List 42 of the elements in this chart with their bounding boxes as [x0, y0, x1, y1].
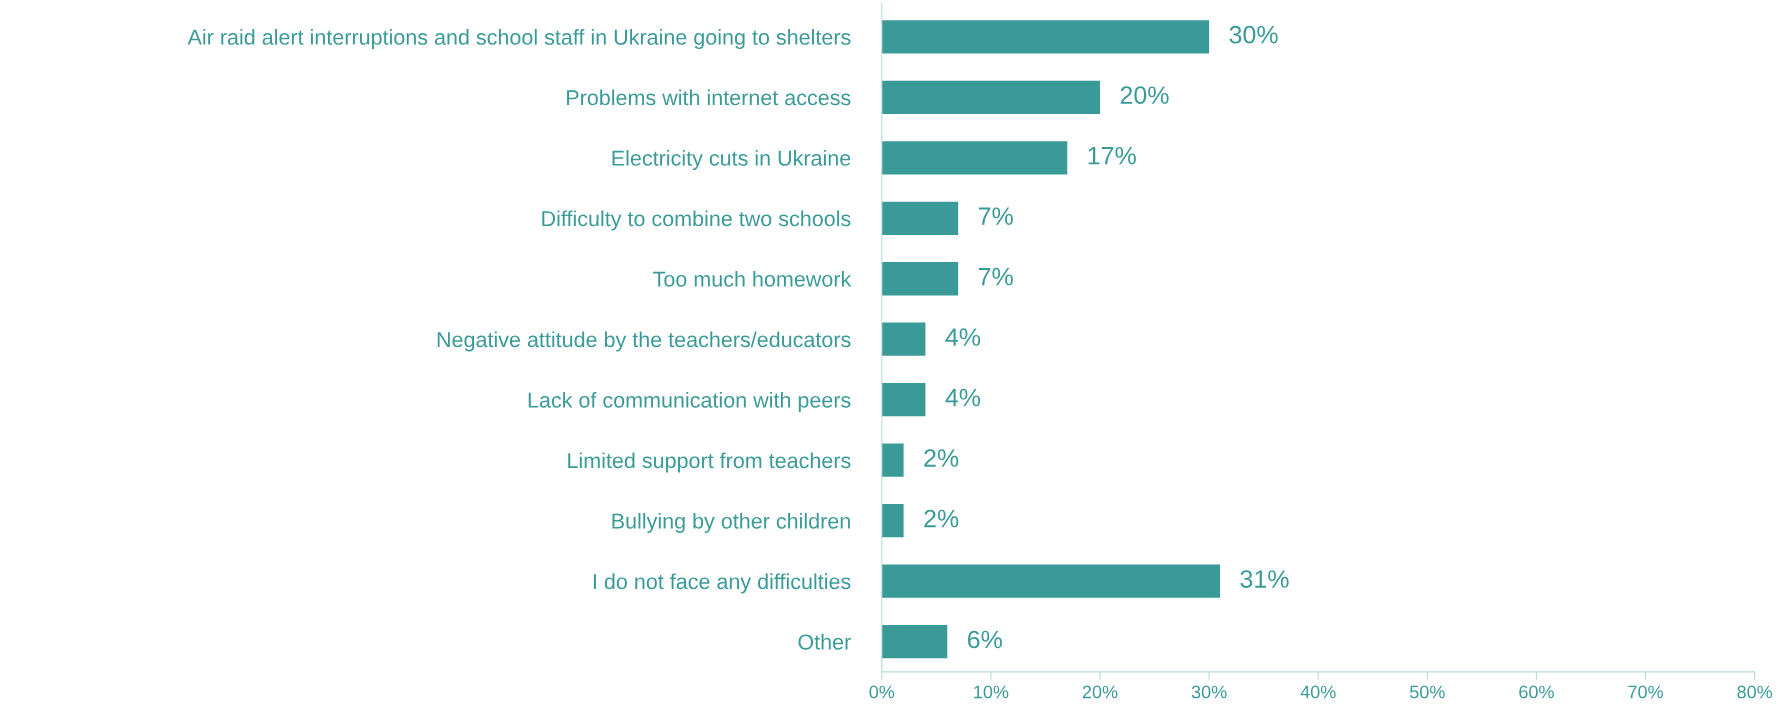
x-tick-label: 70% [1628, 685, 1663, 699]
y-tick-label: Electricity cuts in Ukraine [612, 149, 851, 171]
bar [881, 564, 1221, 598]
data-label: 4% [945, 328, 981, 346]
x-tick-label: 0% [869, 685, 895, 699]
data-label: 17% [1088, 146, 1136, 165]
bar [881, 322, 926, 356]
bar [881, 504, 904, 538]
x-tick-label: 10% [974, 685, 1009, 699]
y-tick-label: Difficulty to combine two schools [542, 210, 851, 231]
data-label: 7% [978, 207, 1013, 225]
y-tick-label: Negative attitude by the teachers/educators [437, 331, 851, 352]
data-label: 2% [924, 509, 959, 528]
data-label: 7% [978, 267, 1013, 286]
bar [881, 262, 959, 296]
x-tick-label: 20% [1082, 685, 1118, 699]
bar [881, 80, 1101, 114]
bar [881, 383, 926, 417]
data-label: 20% [1120, 86, 1169, 105]
y-tick-label: Limited support from teachers [568, 452, 851, 473]
bar [881, 625, 948, 659]
y-tick-label: Air raid alert interruptions and school staff in Ukraine going to shelters [187, 29, 851, 50]
bar [881, 141, 1068, 175]
x-tick-label: 50% [1409, 685, 1445, 699]
y-tick-label: Too much homework [653, 270, 852, 287]
x-tick-label: 40% [1300, 685, 1336, 699]
data-label: 30% [1229, 25, 1278, 44]
data-label: 31% [1240, 570, 1289, 588]
y-tick-label: Bullying by other children [612, 512, 850, 533]
y-tick-label: Lack of communication with peers [528, 391, 851, 412]
bar [881, 20, 1210, 54]
x-tick-label: 30% [1191, 685, 1227, 699]
bar [881, 443, 904, 477]
data-label: 6% [967, 630, 1002, 649]
y-tick-label: Other [798, 633, 851, 650]
y-tick-label: Problems with internet access [567, 89, 851, 106]
y-tick-label: I do not face any difficulties [593, 573, 851, 594]
x-tick-label: 60% [1519, 685, 1554, 699]
bar [881, 201, 959, 235]
data-label: 4% [945, 388, 981, 407]
x-tick-label: 80% [1737, 685, 1773, 699]
data-label: 2% [924, 449, 959, 467]
